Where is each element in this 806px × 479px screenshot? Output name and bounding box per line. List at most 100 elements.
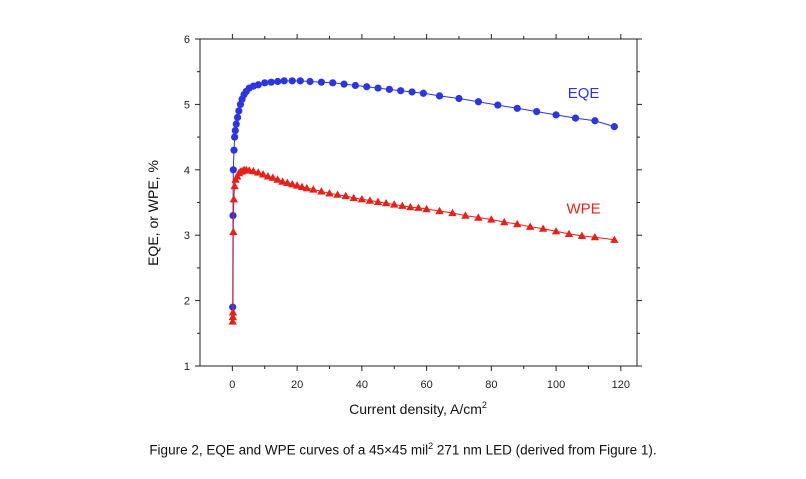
wpe-point (254, 168, 263, 176)
y-tick-label: 3 (184, 230, 190, 242)
x-axis-title-superscript: 2 (482, 400, 487, 410)
x-tick-label: 20 (291, 379, 303, 391)
wpe-point (577, 231, 587, 240)
wpe-point (513, 219, 522, 228)
eqe-point (235, 107, 243, 115)
eqe-label: EQE (568, 85, 600, 102)
y-tick-label: 6 (184, 34, 190, 46)
wpe-point (525, 222, 535, 230)
eqe-point (385, 85, 393, 93)
wpe-point (309, 185, 318, 193)
y-tick-label: 1 (184, 361, 190, 373)
figure-caption: Figure 2, EQE and WPE curves of a 45×45 … (0, 441, 806, 458)
eqe-point (474, 98, 482, 106)
eqe-point (340, 80, 348, 88)
eqe-point (280, 77, 288, 85)
wpe-point (365, 196, 375, 204)
x-tick-label: 100 (547, 379, 565, 391)
wpe-point (258, 170, 268, 178)
wpe-point (551, 227, 561, 235)
eqe-point (232, 120, 240, 128)
y-axis-title: EQE, or WPE, % (145, 160, 161, 266)
caption-text-end: 271 nm LED (derived from Figure 1). (433, 442, 657, 458)
eqe-point (231, 133, 239, 141)
wpe-point (390, 200, 399, 208)
wpe-point (249, 166, 258, 175)
x-tick-label: 120 (612, 379, 630, 391)
x-tick-label: 60 (420, 379, 432, 391)
eqe-point (231, 126, 239, 135)
eqe-point (233, 113, 242, 122)
wpe-point (230, 181, 239, 190)
wpe-point (414, 203, 423, 211)
wpe-point (317, 187, 326, 195)
wpe-point (474, 213, 483, 221)
wpe-point (333, 190, 342, 198)
eqe-point (229, 211, 237, 220)
eqe-point (274, 77, 282, 86)
eqe-point (397, 87, 405, 95)
eqe-point (494, 101, 502, 109)
wpe-point (461, 211, 470, 219)
x-axis-title: Current density, A/cm2 (349, 400, 487, 417)
eqe-point (533, 107, 541, 116)
wpe-point (228, 317, 237, 325)
wpe-point (435, 206, 444, 215)
wpe-point (398, 201, 407, 209)
wpe-point (610, 235, 619, 243)
eqe-point (455, 94, 463, 103)
eqe-series (229, 77, 618, 311)
wpe-point (228, 312, 238, 321)
wpe-point (564, 229, 574, 238)
y-tick-label: 5 (184, 99, 190, 111)
eqe-point (229, 166, 237, 174)
x-tick-label: 80 (485, 379, 497, 391)
wpe-point (302, 183, 312, 192)
eqe-point (296, 77, 304, 85)
eqe-point (435, 92, 444, 100)
wpe-point (349, 193, 358, 202)
wpe-point (229, 227, 238, 236)
eqe-point (571, 114, 580, 122)
wpe-point (448, 208, 457, 217)
y-tick-label: 2 (184, 296, 190, 308)
series-layer (228, 77, 619, 325)
eqe-point (306, 77, 314, 86)
wpe-point (357, 195, 367, 203)
wpe-point (422, 204, 431, 213)
wpe-label: WPE (567, 201, 601, 218)
eqe-point (317, 78, 325, 86)
eqe-point (408, 88, 416, 96)
y-tick-label: 4 (184, 165, 190, 177)
axes: 0 20 40 60 80 100 120 1 2 3 4 5 6 (184, 34, 642, 391)
wpe-point (273, 175, 282, 183)
wpe-point (590, 232, 600, 241)
x-tick-label: 40 (356, 379, 368, 391)
eqe-point (552, 111, 560, 119)
wpe-point (538, 224, 548, 232)
eqe-point (591, 117, 599, 125)
wpe-point (263, 172, 273, 180)
x-tick-label: 0 (229, 379, 235, 391)
wpe-point (487, 215, 496, 223)
wpe-point (278, 177, 287, 185)
eqe-point (419, 89, 427, 97)
x-axis-title-main: Current density, A/cm (349, 401, 482, 417)
wpe-point (229, 195, 239, 203)
wpe-point (292, 181, 302, 189)
wpe-point (325, 189, 334, 197)
eqe-point (261, 79, 269, 87)
wpe-point (500, 217, 509, 226)
wpe-point (341, 191, 350, 200)
eqe-point (230, 146, 238, 154)
eqe-point (610, 123, 618, 131)
wpe-point (268, 173, 278, 181)
eqe-point (513, 104, 521, 112)
wpe-series (228, 165, 619, 325)
wpe-line (232, 169, 615, 322)
wpe-point (228, 308, 238, 316)
wpe-point (283, 178, 292, 187)
eqe-point (363, 83, 371, 91)
wpe-point (288, 179, 297, 188)
